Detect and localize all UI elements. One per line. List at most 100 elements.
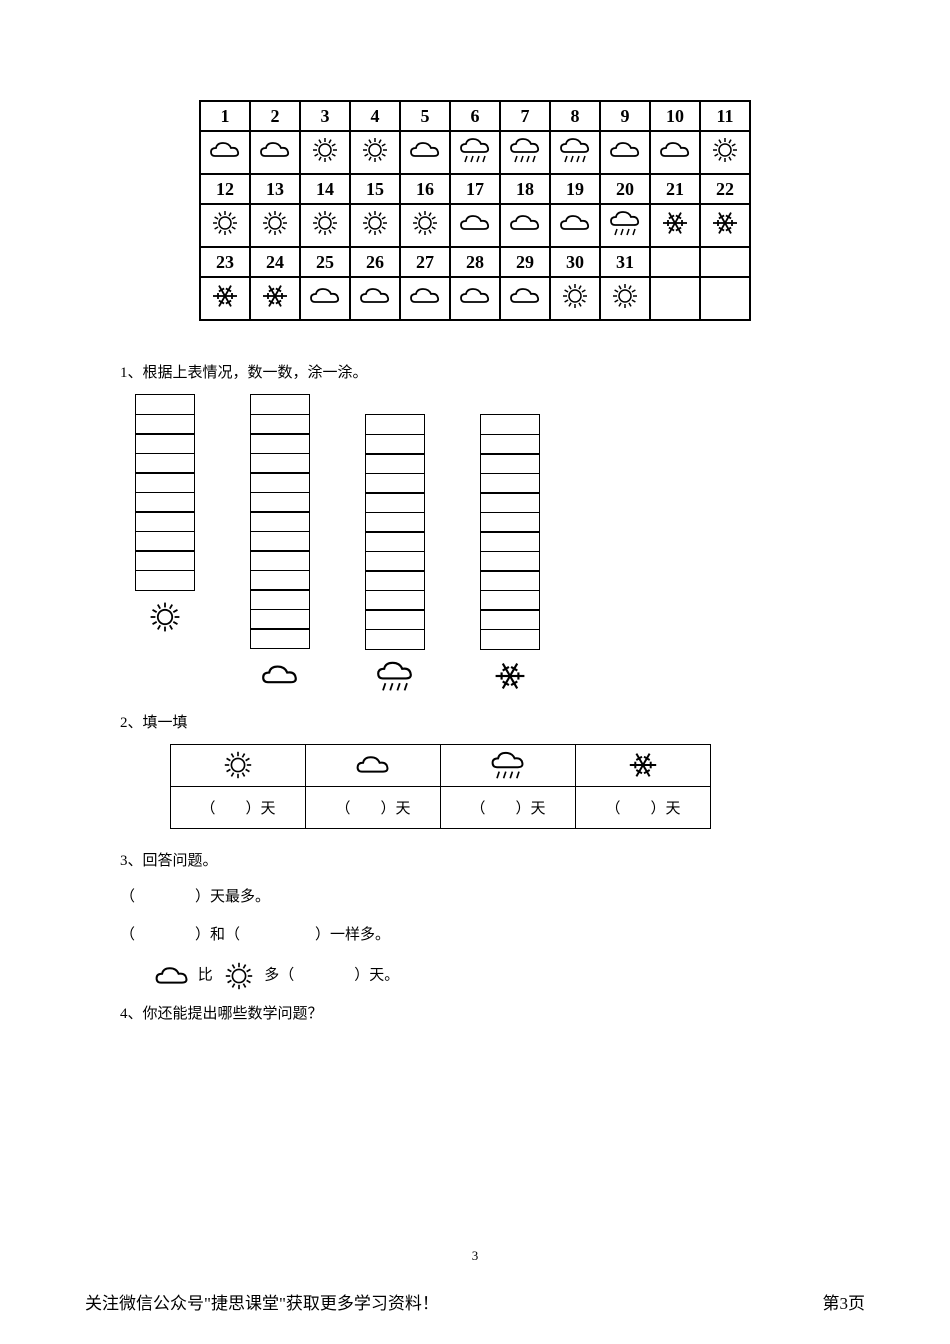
snow-icon xyxy=(650,204,700,247)
q1-text: 1、根据上表情况，数一数，涂一涂。 xyxy=(120,361,830,382)
bar-cell xyxy=(480,473,540,494)
footer-left: 关注微信公众号"捷思课堂"获取更多学习资料！ xyxy=(85,1289,439,1314)
calendar-day: 21 xyxy=(650,174,700,204)
bar-cell xyxy=(480,570,540,591)
calendar-day: 20 xyxy=(600,174,650,204)
cloud-icon xyxy=(450,277,500,320)
calendar-day: 10 xyxy=(650,101,700,131)
calendar-day: 12 xyxy=(200,174,250,204)
calendar-day: 31 xyxy=(600,247,650,277)
bar-cell xyxy=(250,550,310,571)
rain-icon xyxy=(500,131,550,174)
snow-icon xyxy=(250,277,300,320)
bar-cell xyxy=(135,570,195,591)
bar-cell xyxy=(135,531,195,552)
cloud-icon xyxy=(400,131,450,174)
bar-cell xyxy=(480,629,540,650)
calendar-day: 23 xyxy=(200,247,250,277)
calendar-day: 24 xyxy=(250,247,300,277)
bar-cell xyxy=(250,472,310,493)
bar-cell xyxy=(365,453,425,474)
bar-cell xyxy=(365,492,425,513)
bar-column-rain xyxy=(365,414,425,701)
snow-icon xyxy=(200,277,250,320)
calendar-day: 27 xyxy=(400,247,450,277)
cloud-icon xyxy=(300,277,350,320)
sun-icon xyxy=(400,204,450,247)
footer-right: 第3页 xyxy=(823,1289,866,1314)
bar-cell xyxy=(365,590,425,611)
bar-cell xyxy=(480,434,540,455)
sun-icon xyxy=(171,744,306,786)
bar-cell xyxy=(365,531,425,552)
bar-cell xyxy=(365,414,425,435)
bar-cell xyxy=(250,589,310,610)
q3-line1: （ ）天最多。 xyxy=(120,882,830,912)
q1-bar-charts xyxy=(135,394,830,701)
fill-blank: （ ）天 xyxy=(441,786,576,828)
page-footer: 关注微信公众号"捷思课堂"获取更多学习资料！ 第3页 xyxy=(85,1289,865,1314)
calendar-day: 5 xyxy=(400,101,450,131)
cloud-icon xyxy=(650,131,700,174)
weather-calendar: 1234567891011 1213141516171819202122 xyxy=(199,100,751,321)
calendar-day: 13 xyxy=(250,174,300,204)
bar-column-sun xyxy=(135,394,195,701)
bar-cell xyxy=(365,434,425,455)
calendar-day: 19 xyxy=(550,174,600,204)
fill-blank: （ ）天 xyxy=(576,786,711,828)
calendar-day: 6 xyxy=(450,101,500,131)
sun-icon xyxy=(217,967,261,983)
cloud-icon xyxy=(256,655,304,700)
empty-cell xyxy=(700,277,750,320)
calendar-day: 3 xyxy=(300,101,350,131)
empty-cell xyxy=(650,277,700,320)
bar-cell xyxy=(250,414,310,435)
sun-icon xyxy=(550,277,600,320)
bar-cell xyxy=(480,492,540,513)
cloud-icon xyxy=(400,277,450,320)
snow-icon xyxy=(700,204,750,247)
q3-line2: （ ）和（ ）一样多。 xyxy=(120,920,830,950)
bar-cell xyxy=(480,531,540,552)
sun-icon xyxy=(600,277,650,320)
calendar-day: 25 xyxy=(300,247,350,277)
bar-cell xyxy=(135,492,195,513)
bar-cell xyxy=(135,550,195,571)
bar-cell xyxy=(250,394,310,415)
cloud-icon xyxy=(150,967,194,983)
bar-cell xyxy=(365,512,425,533)
q2-fill-table: （ ）天（ ）天（ ）天（ ）天 xyxy=(170,744,711,829)
rain-icon xyxy=(450,131,500,174)
calendar-day: 9 xyxy=(600,101,650,131)
sun-icon xyxy=(141,597,189,642)
bar-cell xyxy=(365,551,425,572)
cloud-icon xyxy=(450,204,500,247)
calendar-day xyxy=(700,247,750,277)
calendar-day: 26 xyxy=(350,247,400,277)
calendar-day: 22 xyxy=(700,174,750,204)
fill-blank: （ ）天 xyxy=(171,786,306,828)
calendar-day: 2 xyxy=(250,101,300,131)
bar-cell xyxy=(250,453,310,474)
calendar-day: 28 xyxy=(450,247,500,277)
calendar-day: 16 xyxy=(400,174,450,204)
q4-text: 4、你还能提出哪些数学问题？ xyxy=(120,1002,830,1023)
cloud-icon xyxy=(306,744,441,786)
calendar-day: 11 xyxy=(700,101,750,131)
bar-cell xyxy=(480,414,540,435)
calendar-day: 1 xyxy=(200,101,250,131)
bar-cell xyxy=(480,551,540,572)
rain-icon xyxy=(371,656,419,701)
rain-icon xyxy=(550,131,600,174)
calendar-day: 30 xyxy=(550,247,600,277)
cloud-icon xyxy=(350,277,400,320)
calendar-day: 18 xyxy=(500,174,550,204)
bar-cell xyxy=(365,629,425,650)
bar-cell xyxy=(250,570,310,591)
bar-cell xyxy=(250,433,310,454)
calendar-day: 29 xyxy=(500,247,550,277)
snow-icon xyxy=(576,744,711,786)
bar-cell xyxy=(250,531,310,552)
bar-cell xyxy=(250,511,310,532)
cloud-icon xyxy=(500,277,550,320)
